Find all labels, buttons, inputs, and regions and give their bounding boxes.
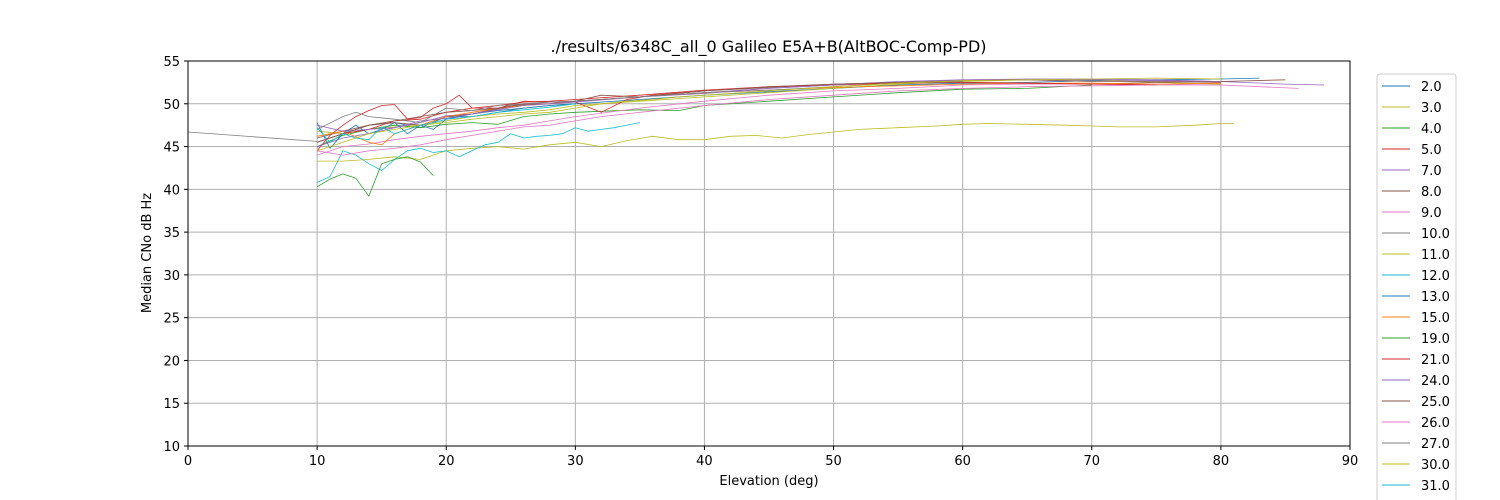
x-tick-label: 50 bbox=[825, 454, 842, 469]
legend-label: 25.0 bbox=[1421, 395, 1450, 410]
chart-title: ./results/6348C_all_0 Galileo E5A+B(AltB… bbox=[550, 37, 986, 57]
series-line-21.0 bbox=[316, 82, 1157, 143]
y-tick-label: 35 bbox=[163, 226, 180, 241]
series-line-13.0 bbox=[316, 103, 576, 149]
legend-label: 19.0 bbox=[1421, 332, 1450, 347]
series-line-30.0 bbox=[316, 77, 1221, 152]
legend-label: 27.0 bbox=[1421, 437, 1450, 452]
series-line-31.0 bbox=[316, 103, 576, 143]
legend-label: 24.0 bbox=[1421, 374, 1450, 389]
y-tick-label: 15 bbox=[163, 397, 180, 412]
legend-label: 31.0 bbox=[1421, 479, 1450, 494]
x-tick-label: 60 bbox=[954, 454, 971, 469]
series-line-4.0 bbox=[316, 84, 1092, 147]
x-axis-label: Elevation (deg) bbox=[719, 474, 818, 489]
series-line-9.0 bbox=[316, 83, 1299, 156]
y-tick-label: 45 bbox=[163, 141, 180, 156]
legend-label: 15.0 bbox=[1421, 311, 1450, 326]
series-line-26.0 bbox=[317, 84, 1221, 156]
series-line-27.0 bbox=[316, 81, 963, 130]
legend-label: 3.0 bbox=[1421, 101, 1442, 116]
x-tick-label: 20 bbox=[438, 454, 455, 469]
series-lines bbox=[187, 77, 1325, 197]
y-tick-label: 20 bbox=[163, 354, 180, 369]
legend: 2.0 3.0 4.0 5.0 7.0 8.0 9.0 10.0 11.0 12.0 13.0 15.… bbox=[1376, 73, 1457, 500]
series-line-5.0 bbox=[316, 90, 705, 152]
y-axis-label: Median CNo dB Hz bbox=[140, 193, 155, 313]
legend-label: 10.0 bbox=[1421, 227, 1450, 242]
x-tick-label: 90 bbox=[1342, 454, 1359, 469]
legend-label: 30.0 bbox=[1421, 458, 1450, 473]
series-line-11.0 bbox=[317, 123, 1234, 162]
x-tick-label: 70 bbox=[1084, 454, 1101, 469]
x-tick-label: 10 bbox=[309, 454, 326, 469]
legend-frame bbox=[1376, 73, 1457, 500]
legend-label: 11.0 bbox=[1421, 248, 1450, 263]
series-line-10.0 bbox=[187, 131, 318, 142]
legend-label: 9.0 bbox=[1421, 206, 1442, 221]
series-line-19.0 bbox=[316, 156, 434, 197]
legend-label: 13.0 bbox=[1421, 290, 1450, 305]
legend-label: 21.0 bbox=[1421, 353, 1450, 368]
legend-label: 8.0 bbox=[1421, 185, 1442, 200]
legend-label: 4.0 bbox=[1421, 122, 1442, 137]
legend-label: 12.0 bbox=[1421, 269, 1450, 284]
legend-label: 7.0 bbox=[1421, 164, 1442, 179]
y-tick-label: 40 bbox=[163, 183, 180, 198]
legend-label: 2.0 bbox=[1421, 80, 1442, 95]
axis-ticks: 0 10 20 30 40 50 60 70 80 90 10 15 20 25 30 35 40 45 50 55 bbox=[163, 55, 1358, 469]
x-tick-label: 80 bbox=[1213, 454, 1230, 469]
x-tick-label: 40 bbox=[696, 454, 713, 469]
y-tick-label: 50 bbox=[163, 98, 180, 113]
series-line-12.0 bbox=[316, 122, 640, 183]
y-tick-label: 10 bbox=[163, 440, 180, 455]
y-tick-label: 25 bbox=[163, 312, 180, 327]
y-tick-label: 30 bbox=[163, 269, 180, 284]
plot-frame bbox=[187, 60, 1351, 447]
y-tick-label: 55 bbox=[163, 55, 180, 70]
grid bbox=[187, 60, 1351, 447]
legend-label: 26.0 bbox=[1421, 416, 1450, 431]
x-tick-label: 0 bbox=[184, 454, 192, 469]
legend-label: 5.0 bbox=[1421, 143, 1442, 158]
x-tick-label: 30 bbox=[567, 454, 584, 469]
